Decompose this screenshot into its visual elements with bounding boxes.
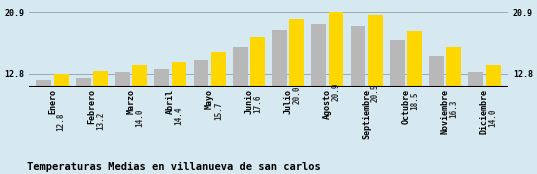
Bar: [211, 52, 226, 170]
Bar: [429, 56, 444, 170]
Bar: [233, 47, 248, 170]
Bar: [351, 26, 366, 170]
Bar: [485, 65, 500, 170]
Text: 18.5: 18.5: [410, 91, 419, 110]
Bar: [390, 40, 405, 170]
Text: 15.7: 15.7: [214, 102, 223, 120]
Bar: [329, 13, 344, 170]
Text: 20.5: 20.5: [371, 84, 380, 102]
Text: 13.2: 13.2: [96, 111, 105, 130]
Bar: [154, 69, 169, 170]
Bar: [76, 78, 91, 170]
Bar: [250, 37, 265, 170]
Bar: [468, 72, 483, 170]
Bar: [37, 80, 52, 170]
Bar: [171, 61, 186, 170]
Text: 14.0: 14.0: [489, 108, 498, 126]
Bar: [311, 23, 326, 170]
Bar: [115, 72, 130, 170]
Text: Temperaturas Medias en villanueva de san carlos: Temperaturas Medias en villanueva de san…: [27, 162, 321, 172]
Text: 14.4: 14.4: [175, 106, 184, 125]
Bar: [368, 15, 383, 170]
Bar: [407, 31, 422, 170]
Text: 14.0: 14.0: [135, 108, 144, 126]
Bar: [54, 74, 69, 170]
Bar: [289, 19, 304, 170]
Text: 20.0: 20.0: [292, 85, 301, 104]
Bar: [193, 60, 208, 170]
Text: 12.8: 12.8: [57, 113, 66, 131]
Bar: [132, 65, 147, 170]
Bar: [93, 71, 108, 170]
Text: 17.6: 17.6: [253, 94, 262, 113]
Text: 20.9: 20.9: [331, 82, 340, 101]
Text: 16.3: 16.3: [449, 99, 458, 118]
Bar: [446, 47, 461, 170]
Bar: [272, 30, 287, 170]
